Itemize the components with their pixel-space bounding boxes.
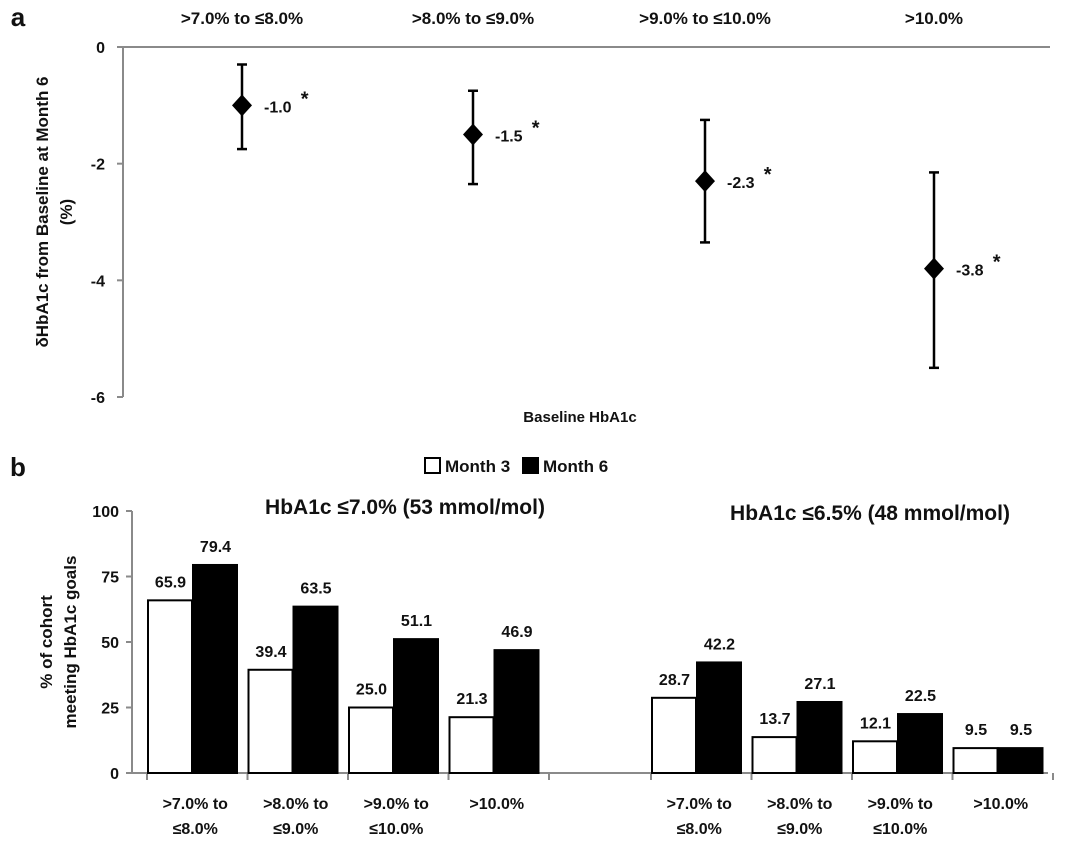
y-tick-label: -4 bbox=[91, 273, 105, 290]
legend-label: Month 6 bbox=[543, 457, 608, 476]
data-point-diamond bbox=[924, 257, 944, 280]
y-tick-label: 50 bbox=[101, 635, 119, 652]
y-tick-label: 0 bbox=[110, 766, 119, 783]
x-tick-label: >10.0% bbox=[973, 796, 1028, 813]
bar-value-label: 9.5 bbox=[965, 722, 987, 739]
x-tick-label-line2: ≤10.0% bbox=[873, 821, 927, 838]
y-tick-label: 25 bbox=[101, 701, 119, 718]
bar-month-6 bbox=[696, 661, 742, 774]
bar-month-3 bbox=[448, 716, 495, 774]
panel-label-b: b bbox=[10, 452, 26, 482]
x-tick-label: >7.0% to bbox=[163, 796, 229, 813]
bar-value-label: 46.9 bbox=[501, 624, 532, 641]
bar-value-label: 21.3 bbox=[456, 691, 487, 708]
bar-month-3 bbox=[247, 668, 294, 774]
data-point-diamond bbox=[232, 94, 252, 117]
x-axis-label: Baseline HbA1c bbox=[523, 409, 636, 426]
bar-value-label: 39.4 bbox=[255, 644, 286, 661]
y-axis-label: δHbA1c from Baseline at Month 6 bbox=[33, 76, 52, 347]
legend-swatch bbox=[522, 457, 539, 474]
bar-value-label: 9.5 bbox=[1010, 722, 1032, 739]
bar-month-6 bbox=[292, 605, 339, 774]
significance-marker: * bbox=[764, 164, 772, 186]
bar-value-label: 51.1 bbox=[401, 613, 432, 630]
data-point-diamond bbox=[463, 123, 483, 146]
bar-month-6 bbox=[796, 700, 843, 774]
bar-month-3 bbox=[751, 736, 798, 775]
x-tick-label-line2: ≤9.0% bbox=[777, 821, 822, 838]
bar-month-3 bbox=[952, 747, 999, 774]
bar-month-6 bbox=[393, 638, 439, 774]
legend-swatch bbox=[424, 457, 441, 474]
x-tick-label-line2: ≤9.0% bbox=[273, 821, 318, 838]
data-label: -2.3 bbox=[727, 175, 755, 192]
bar-value-label: 12.1 bbox=[860, 715, 891, 732]
bar-value-label: 63.5 bbox=[300, 581, 331, 598]
group-title: HbA1c ≤7.0% (53 mmol/mol) bbox=[265, 496, 545, 519]
panel-label-a: a bbox=[11, 2, 26, 32]
bar-month-6 bbox=[997, 747, 1044, 774]
bar-value-label: 65.9 bbox=[155, 574, 186, 591]
bar-month-3 bbox=[348, 706, 394, 774]
data-label: -3.8 bbox=[956, 263, 984, 280]
significance-marker: * bbox=[301, 88, 309, 110]
bar-value-label: 22.5 bbox=[905, 688, 936, 705]
y-tick-label: -2 bbox=[91, 157, 105, 174]
significance-marker: * bbox=[993, 252, 1001, 274]
group-title: HbA1c ≤6.5% (48 mmol/mol) bbox=[730, 502, 1010, 525]
bar-value-label: 28.7 bbox=[659, 672, 690, 689]
legend-label: Month 3 bbox=[445, 457, 510, 476]
bar-month-3 bbox=[651, 696, 697, 775]
category-header: >8.0% to ≤9.0% bbox=[412, 9, 534, 28]
y-tick-label: -6 bbox=[91, 390, 105, 407]
bar-month-6 bbox=[897, 713, 943, 774]
bar-month-6 bbox=[192, 563, 238, 774]
x-tick-label: >7.0% to bbox=[667, 796, 733, 813]
data-label: -1.5 bbox=[495, 129, 523, 146]
x-tick-label-line2: ≤10.0% bbox=[369, 821, 423, 838]
bar-value-label: 25.0 bbox=[356, 682, 387, 699]
x-tick-label: >9.0% to bbox=[868, 796, 934, 813]
bar-value-label: 42.2 bbox=[704, 636, 735, 653]
x-tick-label: >10.0% bbox=[469, 796, 524, 813]
y-tick-label: 0 bbox=[96, 40, 105, 57]
x-tick-label: >9.0% to bbox=[364, 796, 430, 813]
x-tick-label-line2: ≤8.0% bbox=[677, 821, 722, 838]
category-header: >7.0% to ≤8.0% bbox=[181, 9, 303, 28]
data-label: -1.0 bbox=[264, 99, 292, 116]
x-tick-label: >8.0% to bbox=[767, 796, 833, 813]
significance-marker: * bbox=[532, 118, 540, 140]
y-axis-label: % of cohort bbox=[37, 595, 56, 689]
bar-value-label: 27.1 bbox=[804, 676, 835, 693]
bar-month-6 bbox=[493, 649, 540, 775]
x-tick-label-line2: ≤8.0% bbox=[173, 821, 218, 838]
y-axis-label-unit: (%) bbox=[57, 199, 76, 225]
data-point-diamond bbox=[695, 170, 715, 193]
category-header: >9.0% to ≤10.0% bbox=[639, 9, 771, 28]
x-tick-label: >8.0% to bbox=[263, 796, 329, 813]
bar-month-3 bbox=[852, 740, 898, 774]
y-tick-label: 100 bbox=[92, 504, 119, 521]
bar-value-label: 13.7 bbox=[759, 711, 790, 728]
y-axis-label-line2: meeting HbA1c goals bbox=[61, 556, 80, 729]
bar-value-label: 79.4 bbox=[200, 539, 231, 556]
bar-month-3 bbox=[147, 599, 193, 774]
category-header: >10.0% bbox=[905, 9, 963, 28]
y-tick-label: 75 bbox=[101, 570, 119, 587]
